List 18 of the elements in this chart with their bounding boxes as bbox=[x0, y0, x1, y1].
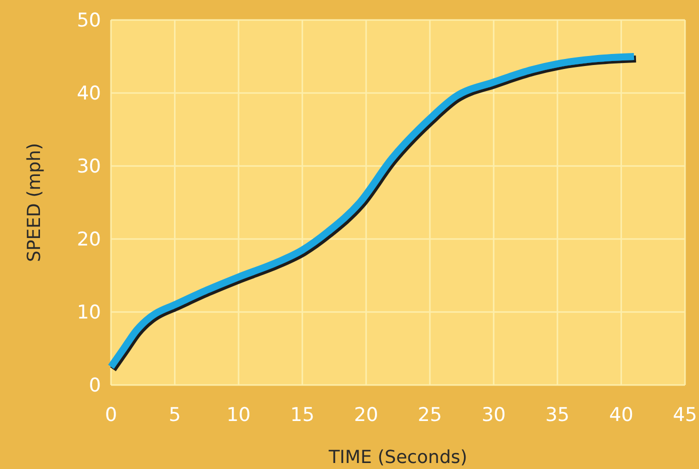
y-tick-label: 50 bbox=[76, 10, 101, 32]
x-tick-label: 0 bbox=[104, 404, 118, 426]
y-tick-label: 20 bbox=[76, 228, 101, 251]
x-tick-label: 15 bbox=[290, 404, 314, 426]
x-tick-label: 45 bbox=[672, 404, 698, 426]
x-axis-title: TIME (Seconds) bbox=[328, 447, 468, 468]
y-tick-label: 10 bbox=[76, 302, 101, 324]
y-tick-label: 30 bbox=[76, 156, 101, 178]
x-tick-label: 20 bbox=[354, 404, 378, 426]
x-tick-label: 30 bbox=[482, 404, 506, 426]
x-tick-label: 5 bbox=[168, 404, 181, 426]
x-tick-label: 25 bbox=[418, 404, 442, 426]
y-tick-label: 0 bbox=[88, 374, 101, 397]
y-tick-label: 40 bbox=[76, 82, 101, 105]
x-tick-label: 10 bbox=[226, 404, 251, 426]
y-axis-title: SPEED (mph) bbox=[24, 142, 45, 262]
x-tick-label: 35 bbox=[545, 404, 570, 426]
x-tick-label: 40 bbox=[609, 404, 634, 426]
